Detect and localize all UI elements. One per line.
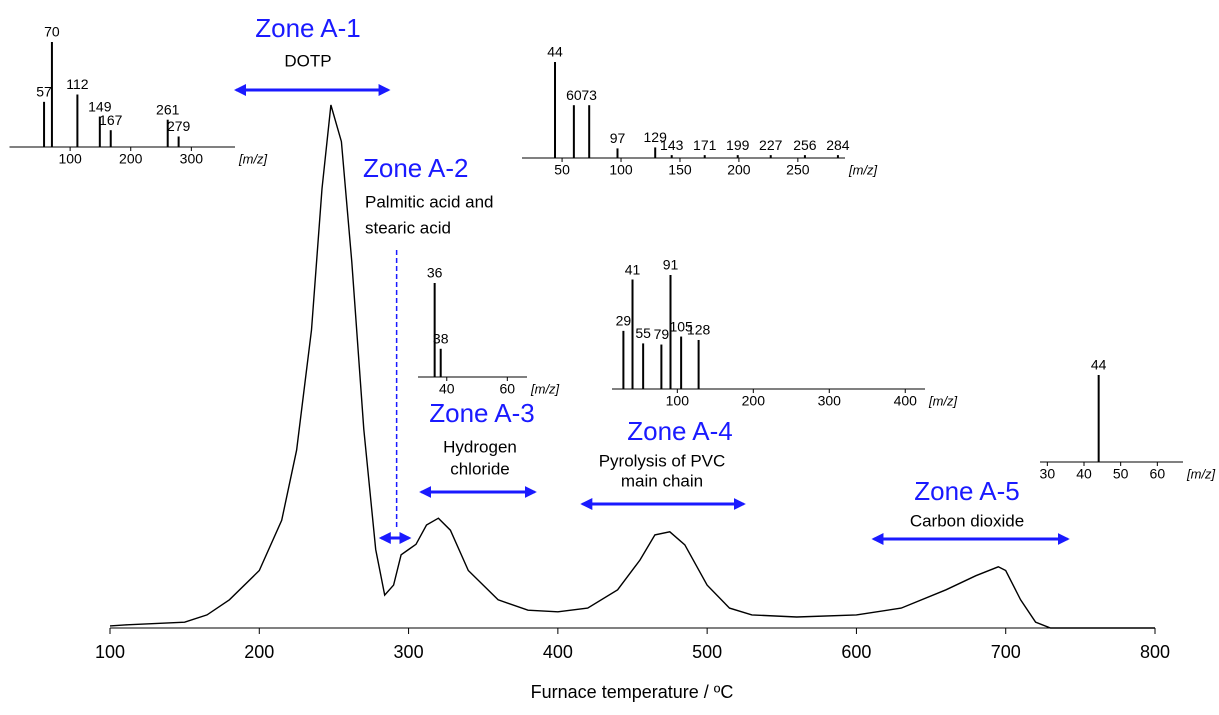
spectrum-tick-label: 250 xyxy=(786,162,810,178)
zone-title: Zone A-5 xyxy=(914,476,1020,506)
peak-label: 261 xyxy=(156,101,180,117)
spectrum-tick-label: 300 xyxy=(180,151,204,167)
peak-label: 73 xyxy=(581,87,597,103)
zone-title: Zone A-4 xyxy=(627,416,733,446)
peak-label: 44 xyxy=(1091,357,1107,373)
x-tick-label: 200 xyxy=(244,642,274,662)
x-tick-label: 700 xyxy=(991,642,1021,662)
peak-label: 112 xyxy=(66,76,89,92)
spectrum-tick-label: 100 xyxy=(609,162,633,178)
spectrum-axis-label: [m/z] xyxy=(238,151,268,166)
spectrum-tick-label: 60 xyxy=(1150,466,1166,482)
spectrum-tick-label: 300 xyxy=(818,393,842,409)
spectrum-tick-label: 40 xyxy=(439,381,455,397)
peak-label: 41 xyxy=(625,261,641,277)
peak-label: 60 xyxy=(566,87,582,103)
peak-label: 79 xyxy=(654,326,670,342)
spectrum-tick-label: 60 xyxy=(500,381,516,397)
peak-label: 284 xyxy=(826,137,850,153)
peak-label: 70 xyxy=(44,24,60,40)
spectrum-tick-label: 200 xyxy=(119,151,143,167)
spectrum-tick-label: 50 xyxy=(1113,466,1129,482)
peak-label: 143 xyxy=(660,137,684,153)
spectrum-tick-label: 200 xyxy=(727,162,751,178)
peak-label: 29 xyxy=(616,313,632,329)
zone-description: main chain xyxy=(621,471,703,490)
spectrum-tick-label: 100 xyxy=(666,393,690,409)
peak-label: 55 xyxy=(635,325,651,341)
zone-title: Zone A-1 xyxy=(255,13,361,43)
zone-title: Zone A-2 xyxy=(363,153,469,183)
x-tick-label: 100 xyxy=(95,642,125,662)
peak-label: 44 xyxy=(547,44,563,60)
spectrum-tick-label: 40 xyxy=(1076,466,1092,482)
zone-description: stearic acid xyxy=(365,218,451,237)
x-tick-label: 800 xyxy=(1140,642,1170,662)
peak-label: 91 xyxy=(663,257,679,273)
spectrum-axis-label: [m/z] xyxy=(928,393,958,408)
zone-description: Carbon dioxide xyxy=(910,511,1024,530)
x-tick-label: 600 xyxy=(841,642,871,662)
zone-description: DOTP xyxy=(284,51,331,70)
zone-description: chloride xyxy=(450,459,510,478)
peak-label: 36 xyxy=(427,265,443,281)
spectrum-tick-label: 50 xyxy=(554,162,570,178)
x-tick-label: 400 xyxy=(543,642,573,662)
spectrum-tick-label: 30 xyxy=(1040,466,1056,482)
peak-label: 129 xyxy=(644,129,668,145)
peak-label: 97 xyxy=(610,130,626,146)
spectrum-tick-label: 100 xyxy=(58,151,82,167)
spectrum-tick-label: 150 xyxy=(668,162,692,178)
peak-label: 105 xyxy=(669,318,693,334)
x-tick-label: 300 xyxy=(394,642,424,662)
peak-label: 199 xyxy=(726,137,750,153)
spectrum-tick-label: 200 xyxy=(742,393,766,409)
spectrum-tick-label: 400 xyxy=(894,393,918,409)
zone-title: Zone A-3 xyxy=(429,398,535,428)
peak-label: 38 xyxy=(433,331,449,347)
peak-label: 227 xyxy=(759,137,783,153)
zone-description: Hydrogen xyxy=(443,437,517,456)
curve xyxy=(109,104,1155,629)
peak-label: 57 xyxy=(36,84,52,100)
x-axis-label: Furnace temperature / ºC xyxy=(531,682,734,702)
spectrum-axis-label: [m/z] xyxy=(848,162,878,177)
zone-description: Pyrolysis of PVC xyxy=(599,451,726,470)
peak-label: 256 xyxy=(793,137,817,153)
peak-label: 171 xyxy=(693,137,717,153)
spectrum-axis-label: [m/z] xyxy=(530,381,560,396)
x-tick-label: 500 xyxy=(692,642,722,662)
peak-label: 279 xyxy=(167,118,191,134)
peak-label: 149 xyxy=(88,98,112,114)
peak-label: 167 xyxy=(99,112,123,128)
peak-label: 128 xyxy=(687,322,711,338)
spectrum-axis-label: [m/z] xyxy=(1186,466,1216,481)
zone-description: Palmitic acid and xyxy=(365,192,494,211)
